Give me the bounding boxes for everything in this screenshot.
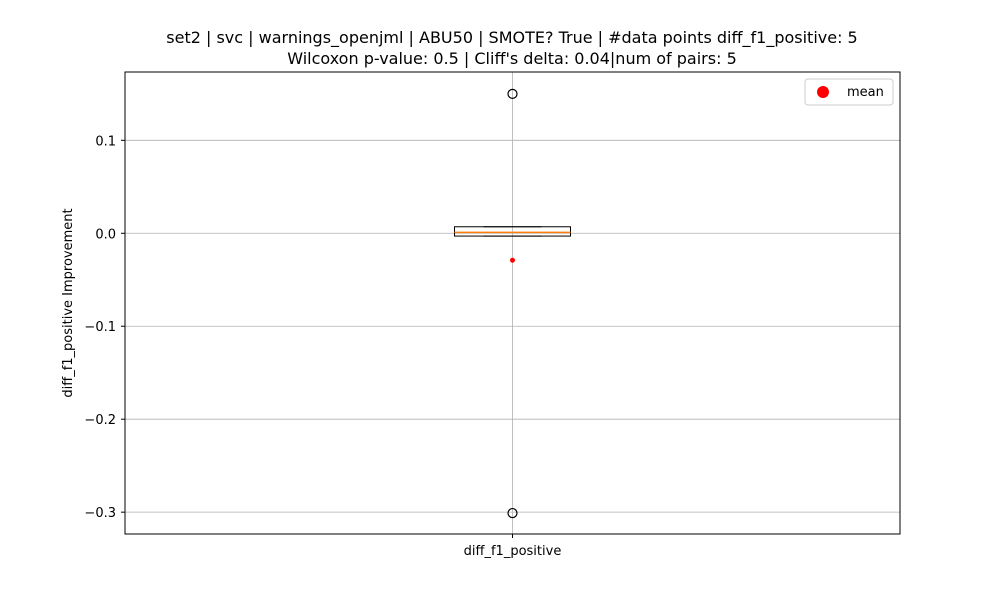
chart-title-line-1: set2 | svc | warnings_openjml | ABU50 | … — [166, 28, 857, 48]
grid-layer — [125, 72, 900, 534]
y-tick-label: −0.2 — [84, 413, 116, 428]
iqr-box — [454, 226, 571, 237]
y-tick-label: −0.3 — [84, 506, 116, 521]
legend-mean-label: mean — [847, 85, 884, 100]
box-layer — [454, 88, 571, 519]
legend-box — [804, 78, 894, 106]
mean-point — [510, 257, 515, 263]
chart-title-line-2: Wilcoxon p-value: 0.5 | Cliff's delta: 0… — [287, 49, 737, 68]
legend: mean — [804, 78, 894, 106]
legend-mean-marker — [817, 86, 829, 98]
y-tick-label: 0.0 — [95, 227, 116, 242]
y-tick-label: 0.1 — [95, 134, 116, 149]
y-axis: 0.1 0.0 −0.1 −0.2 −0.3 — [84, 134, 125, 521]
x-axis: diff_f1_positive — [464, 534, 562, 559]
y-axis-label: diff_f1_positive Improvement — [61, 208, 76, 397]
x-tick-label: diff_f1_positive — [464, 544, 562, 559]
outlier-point — [507, 507, 518, 519]
y-tick-label: −0.1 — [84, 320, 116, 335]
outlier-point — [507, 88, 518, 99]
